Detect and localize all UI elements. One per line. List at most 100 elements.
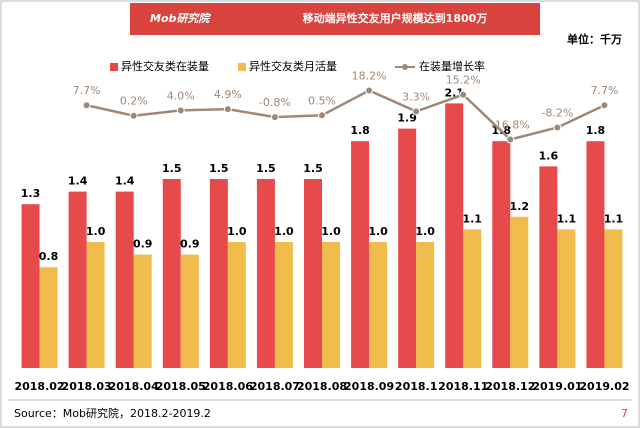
legend-swatch	[110, 63, 118, 71]
bar	[604, 229, 623, 368]
line-marker	[129, 111, 138, 120]
line-value-label: 4.9%	[214, 88, 242, 101]
bar-value-label: 0.9	[133, 238, 153, 251]
line-value-label: 7.7%	[590, 84, 618, 97]
line-value-label: 15.2%	[446, 74, 481, 87]
line-marker	[412, 107, 421, 116]
bar-value-label: 1.3	[21, 187, 41, 200]
x-tick-label: 2018.11	[438, 380, 488, 393]
bar-value-label: 1.8	[586, 124, 606, 137]
line-marker	[223, 105, 232, 114]
x-tick-label: 2018.04	[109, 380, 159, 393]
bar-value-label: 1.4	[115, 175, 135, 188]
bar-value-label: 1.1	[462, 212, 482, 225]
bar-value-label: 1.5	[303, 162, 323, 175]
line-value-label: 0.2%	[120, 95, 148, 108]
bar-value-label: 1.0	[415, 225, 435, 238]
bar	[351, 141, 370, 368]
bar-value-label: 1.1	[557, 212, 577, 225]
bar-value-label: 1.5	[162, 162, 182, 175]
bar-value-label: 1.8	[350, 124, 370, 137]
title-band	[130, 3, 540, 35]
logo: Mob研究院	[150, 12, 211, 25]
bar	[416, 242, 435, 368]
bar-value-label: 0.9	[180, 238, 200, 251]
legend-label: 在装量增长率	[419, 59, 485, 73]
bar	[21, 204, 40, 368]
x-tick-label: 2019.01	[532, 380, 582, 393]
x-tick-label: 2018.03	[62, 380, 112, 393]
line-value-label: 0.5%	[308, 94, 336, 107]
x-tick-label: 2018.06	[203, 380, 253, 393]
bar-value-label: 1.5	[256, 162, 276, 175]
legend-marker	[402, 64, 408, 70]
bar	[492, 141, 511, 368]
bar	[209, 179, 228, 368]
legend-swatch	[238, 63, 246, 71]
line-value-label: -0.8%	[259, 96, 291, 109]
bar	[557, 229, 576, 368]
line-value-label: 4.0%	[167, 89, 195, 102]
legend-label: 异性交友类月活量	[249, 59, 337, 73]
bar	[115, 191, 134, 368]
bar-value-label: 1.0	[274, 225, 294, 238]
bar	[369, 242, 388, 368]
bar	[586, 141, 605, 368]
line-value-label: 18.2%	[352, 70, 387, 83]
bar	[133, 254, 152, 368]
x-tick-label: 2018.08	[297, 380, 347, 393]
unit: 单位：千万	[567, 32, 622, 46]
bar	[162, 179, 181, 368]
line-marker	[270, 113, 279, 122]
bar	[445, 103, 464, 369]
bar	[463, 229, 482, 368]
line-value-label: -8.2%	[541, 106, 573, 119]
bar	[510, 216, 529, 368]
line-marker	[82, 101, 91, 110]
line-value-label: -16.8%	[491, 119, 530, 132]
bar-value-label: 1.6	[539, 149, 559, 162]
bar	[304, 179, 322, 368]
line-marker	[459, 90, 468, 99]
bar-value-label: 0.8	[39, 250, 59, 263]
bar	[180, 254, 199, 368]
chart-title: 移动端异性交友用户规模达到1800万	[303, 11, 488, 25]
x-tick-label: 2018.1	[395, 380, 437, 393]
x-tick-label: 2018.07	[250, 380, 300, 393]
line-marker	[318, 111, 326, 120]
bar	[39, 267, 58, 368]
source: Source：Mob研究院，2018.2-2019.2	[14, 406, 211, 420]
bar	[274, 242, 293, 368]
bar	[68, 191, 87, 368]
x-tick-label: 2019.02	[579, 380, 629, 393]
line-marker	[553, 123, 562, 132]
line-marker	[365, 86, 374, 95]
bar	[227, 242, 246, 368]
legend-label: 异性交友类在装量	[121, 59, 209, 73]
line	[86, 89, 605, 141]
x-tick-label: 2018.09	[344, 380, 394, 393]
bar-value-label: 1.5	[209, 162, 229, 175]
x-tick-label: 2018.05	[156, 380, 206, 393]
bar-value-label: 1.0	[321, 225, 341, 238]
bar	[398, 128, 417, 368]
bar-value-label: 1.0	[227, 225, 247, 238]
bar-value-label: 1.4	[68, 175, 88, 188]
bar-value-label: 1.1	[604, 212, 624, 225]
bar	[86, 242, 105, 368]
x-tick-label: 2018.02	[14, 380, 64, 393]
x-tick-label: 2018.12	[485, 380, 535, 393]
bar	[256, 179, 275, 368]
line-marker	[600, 101, 609, 110]
line-value-label: 7.7%	[73, 84, 101, 97]
line-marker	[176, 106, 185, 115]
bar-value-label: 1.9	[397, 112, 417, 125]
bar-value-label: 1.0	[86, 225, 106, 238]
bar	[322, 242, 340, 368]
line-value-label: 3.3%	[402, 90, 430, 103]
line-marker	[506, 135, 515, 144]
bar	[539, 166, 558, 368]
bar-value-label: 1.0	[368, 225, 388, 238]
bar-value-label: 1.2	[510, 200, 530, 213]
